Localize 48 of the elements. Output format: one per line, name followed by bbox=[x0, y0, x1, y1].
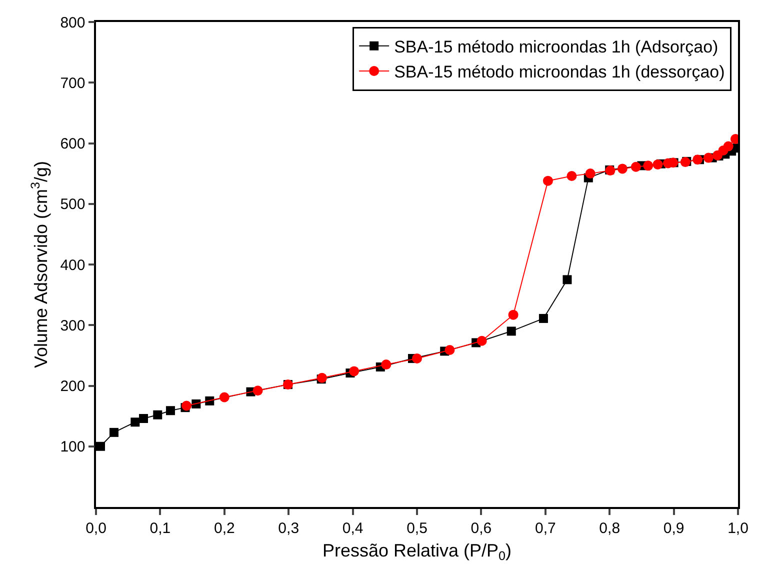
point bbox=[381, 360, 392, 370]
x-tick-label: 0,0 bbox=[86, 520, 106, 537]
point bbox=[643, 160, 654, 171]
x-tick-label: 0,5 bbox=[406, 520, 428, 537]
y-tick-label: 500 bbox=[60, 196, 86, 214]
point bbox=[542, 176, 553, 186]
point bbox=[139, 414, 148, 423]
x-tick-label: 0,3 bbox=[278, 520, 300, 537]
point bbox=[538, 314, 548, 323]
point bbox=[130, 418, 140, 427]
y-tick-label: 200 bbox=[60, 378, 86, 395]
point bbox=[412, 353, 422, 364]
point bbox=[566, 170, 577, 181]
legend-label: SBA-15 método microondas 1h (dessorçao) bbox=[394, 62, 725, 82]
x-tick-label: 0,4 bbox=[342, 520, 364, 537]
point bbox=[219, 392, 230, 402]
y-tick-label: 300 bbox=[60, 317, 86, 334]
point bbox=[252, 386, 263, 396]
point bbox=[476, 336, 487, 346]
y-tick-label: 800 bbox=[60, 14, 86, 32]
x-tick-label: 0,9 bbox=[663, 520, 684, 537]
point bbox=[444, 344, 455, 355]
x-tick-label: 0,7 bbox=[534, 520, 556, 537]
x-tick-label: 1,0 bbox=[728, 520, 748, 537]
x-tick-label: 0,6 bbox=[470, 520, 492, 537]
point bbox=[506, 326, 516, 336]
legend-label: SBA-15 método microondas 1h (Adsorçao) bbox=[394, 38, 718, 57]
point bbox=[96, 442, 105, 451]
point bbox=[182, 400, 192, 411]
x-tick-label: 0,2 bbox=[214, 520, 235, 537]
y-tick-label: 700 bbox=[60, 74, 86, 92]
x-tick-label: 0,8 bbox=[599, 520, 620, 537]
y-tick-label: 600 bbox=[60, 136, 86, 152]
point bbox=[617, 164, 628, 174]
point bbox=[630, 162, 641, 172]
point bbox=[349, 366, 360, 376]
y-tick-label: 100 bbox=[60, 438, 86, 456]
point bbox=[109, 428, 118, 437]
point bbox=[585, 168, 596, 179]
point bbox=[562, 275, 572, 284]
point bbox=[703, 152, 714, 163]
point bbox=[166, 406, 175, 416]
x-axis-title: Pressão Relativa (P/P$_{0}$) bbox=[322, 540, 512, 564]
y-tick-label: 400 bbox=[60, 256, 86, 274]
point bbox=[652, 159, 663, 170]
x-tick-label: 0,1 bbox=[150, 520, 171, 537]
point bbox=[508, 310, 518, 320]
point bbox=[153, 410, 162, 420]
